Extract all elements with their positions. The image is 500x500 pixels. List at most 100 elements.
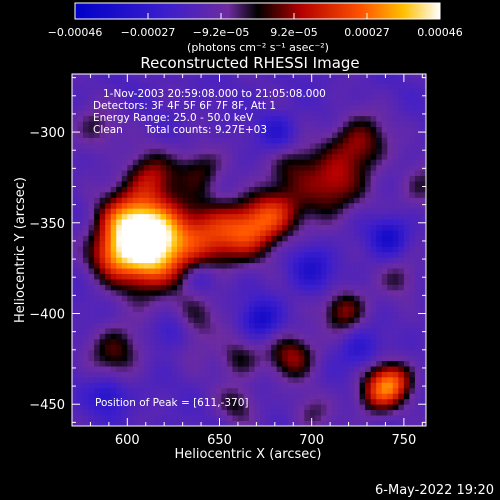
heatmap-cell	[331, 257, 338, 264]
heatmap-cell	[271, 170, 278, 176]
heatmap-cell	[237, 355, 244, 362]
heatmap-cell	[105, 371, 112, 378]
heatmap-cell	[171, 175, 178, 182]
heatmap-cell	[166, 251, 172, 258]
heatmap-cell	[88, 132, 95, 138]
heatmap-cell	[287, 317, 294, 323]
heatmap-cell	[221, 404, 228, 411]
heatmap-cell	[237, 142, 244, 149]
heatmap-cell	[232, 349, 239, 356]
heatmap-cell	[160, 208, 167, 215]
heatmap-cell	[116, 121, 123, 128]
heatmap-cell	[348, 262, 355, 269]
heatmap-cell	[403, 132, 410, 138]
heatmap-cell	[348, 246, 355, 253]
annotation-block: 1-Nov-2003 20:59:08.000 to 21:05:08.000 …	[93, 88, 326, 409]
heatmap-cell	[177, 420, 184, 427]
heatmap-cell	[293, 262, 300, 269]
heatmap-cell	[160, 224, 167, 231]
heatmap-cell	[365, 349, 372, 356]
heatmap-cell	[381, 349, 388, 356]
heatmap-cell	[265, 219, 272, 225]
heatmap-cell	[260, 268, 266, 274]
heatmap-cell	[293, 99, 300, 106]
heatmap-cell	[237, 77, 244, 84]
heatmap-cell	[315, 300, 322, 307]
heatmap-cell	[177, 273, 184, 280]
heatmap-cell	[354, 398, 361, 405]
heatmap-cell	[271, 142, 278, 149]
heatmap-cell	[177, 377, 184, 383]
heatmap-cell	[337, 349, 344, 356]
heatmap-cell	[121, 251, 128, 258]
heatmap-cell	[215, 398, 222, 405]
heatmap-cell	[72, 83, 78, 89]
heatmap-cell	[287, 300, 294, 307]
heatmap-cell	[77, 148, 84, 155]
heatmap-cell	[276, 137, 283, 144]
heatmap-cell	[193, 284, 200, 291]
heatmap-cell	[309, 137, 316, 144]
heatmap-cell	[171, 328, 178, 334]
heatmap-cell	[414, 349, 421, 356]
heatmap-cell	[309, 175, 316, 182]
heatmap-cell	[392, 289, 399, 296]
heatmap-cell	[409, 344, 416, 351]
heatmap-cell	[193, 295, 200, 302]
heatmap-cell	[309, 273, 316, 280]
heatmap-cell	[265, 344, 272, 351]
heatmap-cell	[149, 322, 156, 329]
heatmap-cell	[387, 164, 394, 171]
heatmap-cell	[287, 93, 294, 100]
heatmap-cell	[331, 262, 338, 269]
heatmap-cell	[243, 170, 250, 176]
heatmap-cell	[343, 409, 349, 416]
heatmap-cell	[143, 148, 150, 155]
heatmap-cell	[110, 121, 117, 128]
heatmap-cell	[110, 175, 117, 182]
heatmap-cell	[132, 360, 139, 367]
heatmap-cell	[221, 393, 228, 400]
heatmap-cell	[287, 344, 294, 351]
heatmap-cell	[99, 115, 106, 122]
heatmap-cell	[94, 219, 101, 225]
heatmap-cell	[77, 317, 84, 323]
heatmap-cell	[343, 197, 349, 204]
heatmap-cell	[315, 164, 322, 171]
heatmap-cell	[365, 88, 372, 95]
heatmap-cell	[94, 88, 101, 95]
heatmap-cell	[110, 77, 117, 84]
heatmap-cell	[160, 164, 167, 171]
heatmap-cell	[127, 289, 134, 296]
heatmap-cell	[177, 159, 184, 166]
heatmap-cell	[354, 377, 361, 383]
heatmap-cell	[265, 306, 272, 313]
heatmap-cell	[254, 273, 261, 280]
heatmap-cell	[403, 164, 410, 171]
heatmap-cell	[398, 164, 405, 171]
heatmap-cell	[249, 159, 255, 166]
heatmap-cell	[72, 88, 78, 95]
heatmap-cell	[77, 306, 84, 313]
heatmap-cell	[348, 268, 355, 274]
heatmap-cell	[376, 333, 383, 340]
heatmap-cell	[83, 349, 89, 356]
heatmap-cell	[110, 344, 117, 351]
heatmap-cell	[154, 213, 161, 220]
heatmap-cell	[398, 159, 405, 166]
heatmap-cell	[398, 137, 405, 144]
heatmap-cell	[105, 235, 112, 242]
heatmap-cell	[127, 74, 134, 79]
heatmap-cell	[293, 74, 300, 79]
heatmap-cell	[121, 230, 128, 236]
heatmap-cell	[121, 333, 128, 340]
heatmap-cell	[226, 349, 233, 356]
heatmap-cell	[376, 230, 383, 236]
heatmap-cell	[326, 306, 333, 313]
heatmap-cell	[149, 191, 156, 198]
heatmap-cell	[110, 328, 117, 334]
heatmap-cell	[121, 99, 128, 106]
heatmap-cell	[359, 83, 366, 89]
heatmap-cell	[315, 181, 322, 187]
heatmap-cell	[276, 387, 283, 394]
